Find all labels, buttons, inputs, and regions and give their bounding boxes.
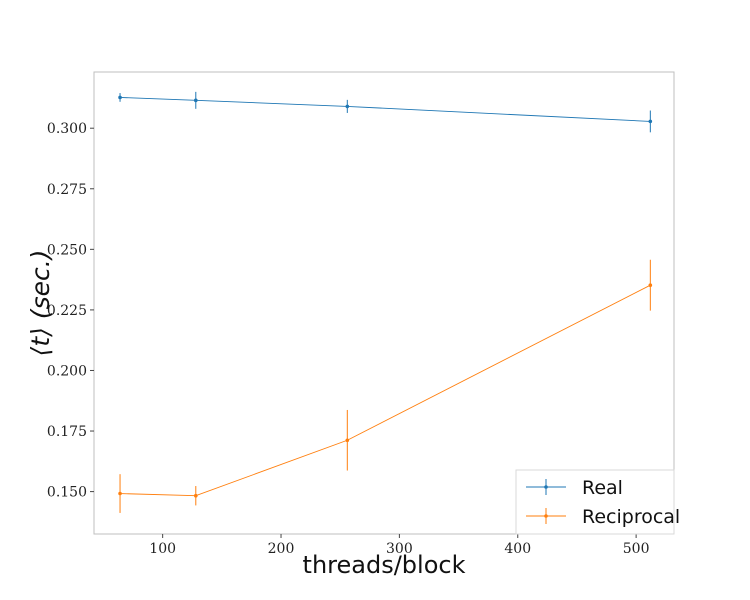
x-tick-label: 200	[268, 541, 295, 557]
y-axis-title: ⟨t⟩ (sec.)	[26, 250, 55, 357]
series-line-real	[120, 96, 651, 122]
y-tick-label: 0.275	[47, 182, 87, 198]
y-tick-label: 0.175	[47, 424, 87, 440]
data-point-reciprocal	[345, 438, 350, 443]
x-tick-label: 300	[386, 541, 413, 557]
data-point-reciprocal	[193, 493, 198, 498]
x-axis-ticks: 100 200 300 400 500	[149, 534, 649, 557]
data-point-real	[648, 119, 653, 124]
legend-box	[515, 469, 675, 535]
legend: Real Reciprocal	[515, 469, 680, 535]
y-tick-label: 0.225	[47, 303, 87, 319]
y-tick-label: 0.200	[47, 363, 87, 379]
x-tick-label: 100	[149, 541, 176, 557]
legend-marker-real	[544, 485, 548, 489]
data-point-reciprocal	[118, 491, 122, 496]
x-tick-label: 400	[504, 541, 531, 557]
data-point-real	[118, 95, 122, 100]
plot-area-frame	[93, 71, 675, 535]
series-line-reciprocal	[120, 284, 651, 497]
y-axis-ticks: 0.150 0.175 0.200 0.225 0.250 0.275 0.300	[47, 121, 94, 501]
x-tick-label: 500	[623, 541, 650, 557]
data-point-real	[345, 104, 350, 109]
x-axis-title: threads/block	[303, 551, 466, 579]
y-tick-label: 0.300	[47, 121, 87, 137]
data-point-reciprocal	[648, 283, 653, 287]
legend-marker-reciprocal	[544, 514, 548, 518]
series-layer	[118, 91, 653, 513]
y-tick-label: 0.150	[47, 485, 87, 501]
legend-label-reciprocal: Reciprocal	[582, 506, 680, 528]
legend-label-real: Real	[582, 477, 623, 499]
y-tick-label: 0.250	[47, 242, 87, 258]
data-point-real	[193, 98, 198, 103]
